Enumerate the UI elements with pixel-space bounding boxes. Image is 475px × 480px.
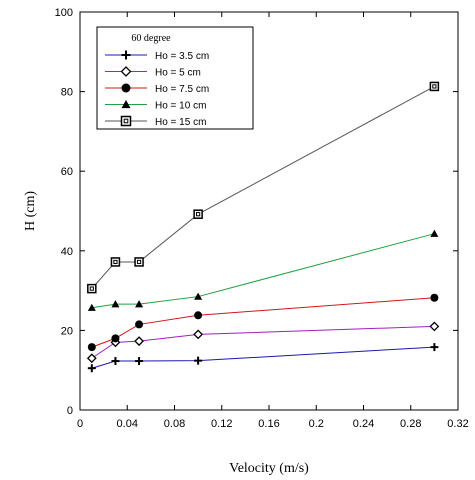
square-marker [429,81,440,92]
square-marker-outer [134,257,144,267]
square-marker-inner [432,84,437,89]
square-marker-inner [196,212,201,217]
series-1 [87,343,439,373]
square-marker-outer [110,257,121,267]
circle-marker [87,343,96,352]
plus-marker [194,356,203,365]
diamond-marker [429,321,440,332]
triangle-marker [111,300,120,308]
circle-marker [121,83,131,93]
diamond-marker [120,66,132,77]
square-marker [120,115,132,127]
legend-label: Ho = 7.5 cm [155,84,209,95]
square-marker-outer [120,115,132,127]
square-marker-outer [87,283,97,294]
triangle-marker [121,100,131,109]
triangle-marker [135,300,144,308]
y-tick-label: 0 [67,405,73,417]
x-tick-label: 0.28 [400,418,421,430]
legend-label: Ho = 5 cm [155,68,201,79]
x-axis-title: Velocity (m/s) [229,461,309,476]
square-marker-inner [136,259,142,265]
y-axis-title: H (cm) [23,191,38,231]
plus-marker [430,343,439,352]
plus-marker [87,364,96,373]
legend: 60 degree Ho = 3.5 cm Ho = 5 cm Ho = 7.5 cm… [96,26,254,130]
legend-item: Ho = 5 cm [105,66,201,79]
y-tick-label: 100 [55,7,73,19]
y-tick-label: 60 [61,166,73,178]
diamond-marker [134,336,144,347]
triangle-marker [430,229,439,237]
legend-box [96,26,254,130]
triangle-marker [87,303,96,311]
diamond-marker [86,353,97,364]
legend-item: Ho = 7.5 cm [105,83,209,95]
square-marker [134,257,144,267]
legend-label: Ho = 3.5 cm [155,51,209,62]
square-marker-outer [193,209,203,219]
square-marker [110,257,121,267]
x-tick-label: 0.32 [447,418,468,430]
x-tick-label: 0.12 [211,418,232,430]
legend-item: Ho = 3.5 cm [105,50,209,62]
square-marker [87,283,97,294]
legend-item: Ho = 10 cm [105,100,206,112]
y-tick-label: 80 [61,87,73,99]
circle-marker [111,334,120,343]
series-line [91,325,435,359]
square-marker [193,209,203,219]
legend-label: Ho = 15 cm [155,117,206,128]
square-marker-inner [113,259,118,265]
x-tick-label: 0.08 [164,418,185,430]
x-tick-label: 0.2 [309,418,324,430]
square-marker-inner [123,118,129,124]
axis-ticks: 0 0.04 0.08 0.12 0.16 0.2 0.24 0.28 0.32 0 20 40 60 8… [55,7,469,430]
triangle-marker [194,292,203,300]
series-line [91,297,435,348]
plus-marker [135,357,144,366]
y-tick-label: 40 [61,246,73,258]
legend-title: 60 degree [131,33,171,44]
plus-marker [111,357,120,366]
legend-item: Ho = 15 cm [105,115,206,128]
series-5 [87,81,440,294]
y-tick-label: 20 [61,325,73,337]
x-tick-label: 0.24 [353,418,374,430]
circle-marker [430,293,439,302]
circle-marker [135,320,144,329]
series-line [91,233,435,309]
plus-marker [121,50,131,60]
x-tick-label: 0.16 [258,418,279,430]
x-tick-label: 0 [77,418,83,430]
series-line [91,346,435,369]
square-marker-outer [429,81,440,92]
series-group [86,81,440,373]
series-2 [86,321,440,364]
square-marker-inner [89,286,94,291]
circle-marker [194,311,203,320]
x-tick-label: 0.04 [117,418,138,430]
series-4 [87,229,439,311]
series-3 [87,293,439,352]
diamond-marker [193,329,204,340]
legend-label: Ho = 10 cm [155,101,206,112]
